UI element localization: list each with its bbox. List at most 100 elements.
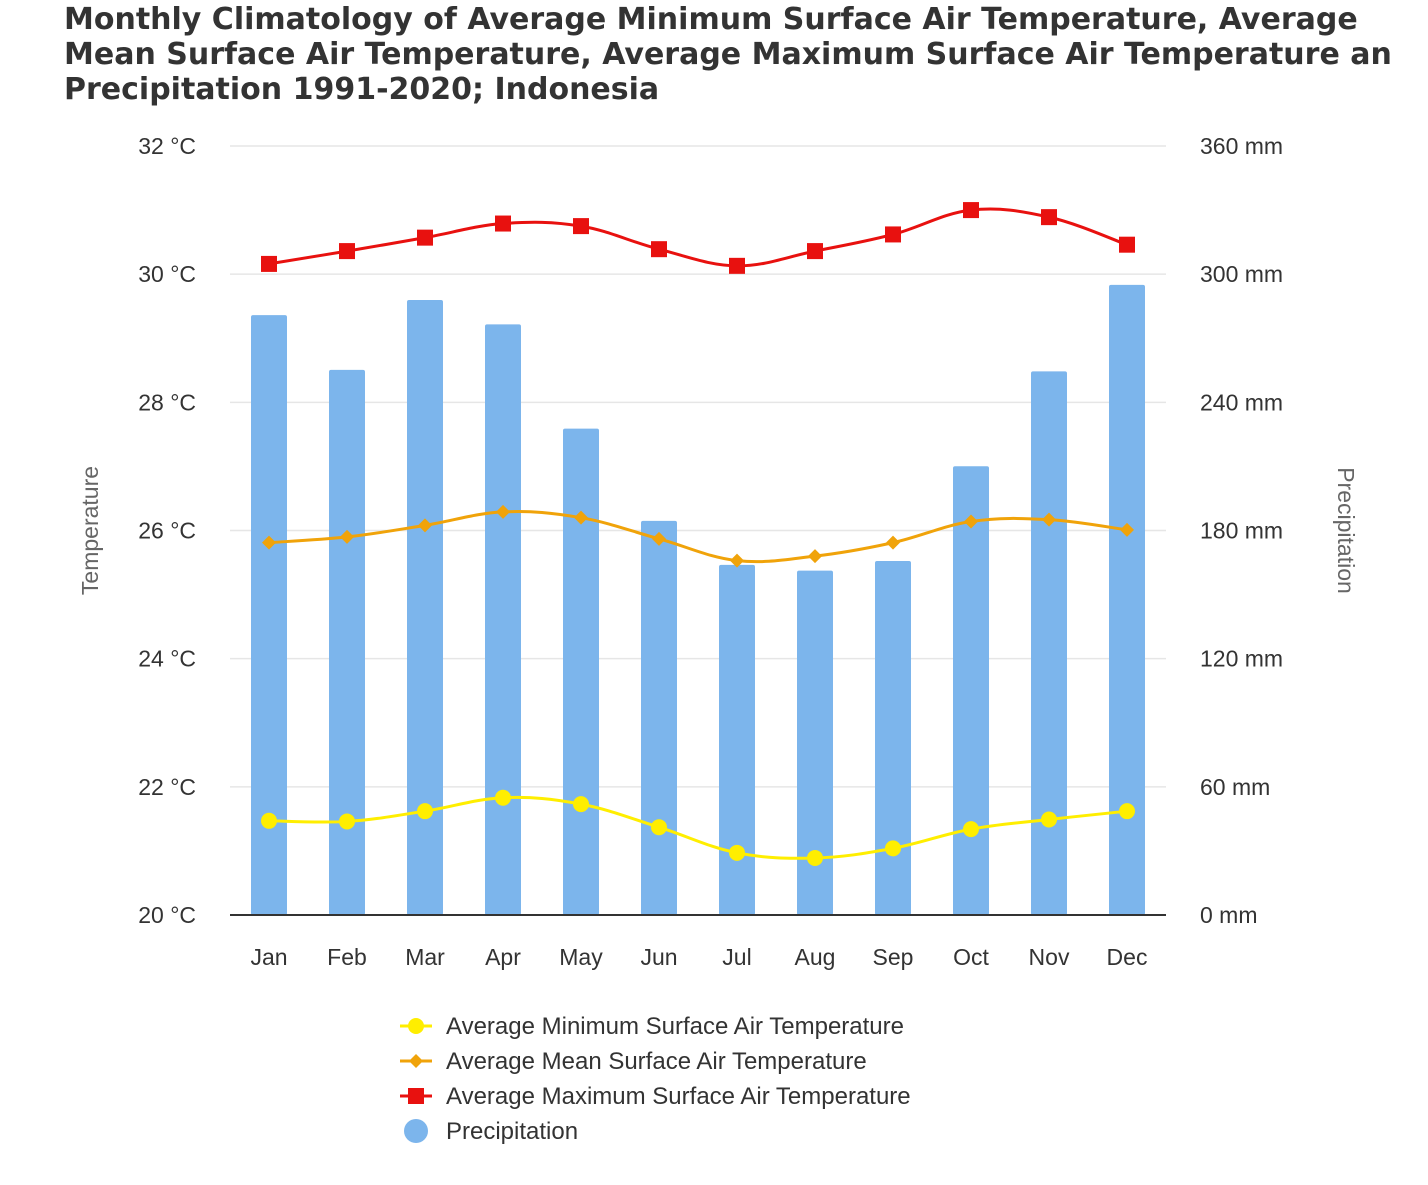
legend-marker-symbol[interactable] — [409, 1054, 423, 1068]
legend-marker-symbol[interactable] — [408, 1018, 424, 1034]
legend-item[interactable]: Precipitation — [404, 1118, 578, 1145]
temperature-point[interactable] — [964, 514, 978, 529]
legend-label: Precipitation — [446, 1118, 578, 1145]
temperature-point[interactable] — [339, 243, 355, 260]
x-tick-label: Oct — [953, 944, 989, 970]
temperature-point[interactable] — [417, 229, 433, 246]
precipitation-bar[interactable] — [563, 428, 599, 915]
temperature-point[interactable] — [729, 844, 745, 861]
y-left-tick-label: 24 °C — [138, 646, 196, 672]
y-left-tick-label: 28 °C — [138, 389, 196, 415]
temperature-point[interactable] — [808, 549, 822, 564]
precipitation-bar[interactable] — [641, 520, 677, 915]
temperature-point[interactable] — [1119, 236, 1135, 253]
precipitation-bar[interactable] — [875, 561, 911, 915]
precipitation-bar[interactable] — [407, 300, 443, 915]
x-tick-label: Jun — [640, 944, 677, 970]
temperature-point[interactable] — [807, 849, 823, 866]
legend: Average Minimum Surface Air Temperature A… — [400, 1013, 911, 1145]
temperature-series-line — [268, 510, 1128, 564]
temperature-point[interactable] — [1042, 512, 1056, 527]
y-right-axis-title: Precipitation — [1333, 467, 1359, 594]
temperature-point[interactable] — [652, 531, 666, 546]
temperature-point[interactable] — [730, 553, 744, 568]
x-tick-label: Nov — [1029, 944, 1070, 970]
temperature-point[interactable] — [1119, 803, 1135, 820]
temperature-point[interactable] — [573, 218, 589, 235]
temperature-point[interactable] — [495, 789, 511, 806]
y-left-tick-label: 22 °C — [138, 774, 196, 800]
temperature-point[interactable] — [573, 796, 589, 813]
y-right-tick-label: 120 mm — [1200, 646, 1283, 672]
precipitation-bar[interactable] — [719, 564, 755, 915]
temperature-point[interactable] — [807, 243, 823, 260]
precipitation-bar[interactable] — [1109, 284, 1145, 915]
temperature-point[interactable] — [963, 821, 979, 838]
temperature-point[interactable] — [729, 257, 745, 274]
x-tick-label: Jan — [250, 944, 287, 970]
temperature-point[interactable] — [885, 226, 901, 243]
temperature-point[interactable] — [1041, 811, 1057, 828]
temperature-series-line — [268, 207, 1128, 268]
legend-item[interactable]: Average Mean Surface Air Temperature — [400, 1048, 867, 1075]
legend-item[interactable]: Average Maximum Surface Air Temperature — [400, 1083, 911, 1110]
legend-circle-symbol — [404, 1119, 428, 1143]
y-left-axis-title: Temperature — [77, 466, 103, 595]
temperature-point[interactable] — [574, 510, 588, 525]
precipitation-bar[interactable] — [797, 570, 833, 915]
y-left-tick-label: 26 °C — [138, 518, 196, 544]
chart-title-line-2: Mean Surface Air Temperature, Average Ma… — [64, 37, 1390, 72]
temperature-point[interactable] — [495, 215, 511, 232]
temperature-point[interactable] — [340, 529, 354, 544]
y-right-tick-label: 0 mm — [1200, 902, 1258, 928]
legend-label: Average Mean Surface Air Temperature — [446, 1048, 867, 1075]
gridlines — [230, 145, 1166, 788]
temperature-point[interactable] — [651, 241, 667, 258]
y-right-tick-label: 360 mm — [1200, 133, 1283, 159]
temperature-point[interactable] — [261, 255, 277, 272]
legend-label: Average Minimum Surface Air Temperature — [446, 1013, 904, 1040]
y-left-tick-label: 20 °C — [138, 902, 196, 928]
chart-title-line-3: Precipitation 1991-2020; Indonesia — [64, 72, 660, 107]
precipitation-bar[interactable] — [251, 315, 287, 915]
x-tick-label: Dec — [1107, 944, 1148, 970]
precipitation-bar[interactable] — [485, 324, 521, 916]
temperature-series-line — [268, 795, 1128, 860]
temperature-point[interactable] — [1120, 522, 1134, 537]
precipitation-bar[interactable] — [329, 369, 365, 915]
temperature-point[interactable] — [885, 840, 901, 857]
precipitation-bars — [251, 284, 1145, 916]
temperature-point[interactable] — [417, 803, 433, 820]
y-right-tick-label: 60 mm — [1200, 774, 1270, 800]
temperature-point[interactable] — [496, 504, 510, 519]
x-tick-label: Mar — [405, 944, 445, 970]
y-right-tick-label: 180 mm — [1200, 518, 1283, 544]
temperature-point[interactable] — [1041, 209, 1057, 226]
y-right-tick-label: 300 mm — [1200, 261, 1283, 287]
x-tick-label: Feb — [327, 944, 367, 970]
x-tick-label: Sep — [873, 944, 914, 970]
temperature-point[interactable] — [261, 812, 277, 829]
x-tick-label: Apr — [485, 944, 521, 970]
legend-marker-symbol[interactable] — [408, 1088, 424, 1104]
precipitation-bar[interactable] — [953, 466, 989, 915]
temperature-lines — [261, 202, 1135, 866]
x-tick-label: May — [559, 944, 603, 970]
y-right-tick-label: 240 mm — [1200, 389, 1283, 415]
legend-label: Average Maximum Surface Air Temperature — [446, 1083, 911, 1110]
temperature-point[interactable] — [886, 535, 900, 550]
legend-item[interactable]: Average Minimum Surface Air Temperature — [400, 1013, 904, 1040]
y-left-tick-label: 30 °C — [138, 261, 196, 287]
temperature-point[interactable] — [651, 819, 667, 836]
temperature-point[interactable] — [262, 535, 276, 550]
temperature-point[interactable] — [418, 518, 432, 533]
y-left-tick-label: 32 °C — [138, 133, 196, 159]
x-tick-label: Aug — [795, 944, 836, 970]
chart-title-line-1: Monthly Climatology of Average Minimum S… — [64, 2, 1358, 37]
axes: 20 °C 0 mm 22 °C 60 mm 24 °C 120 mm 26 °C 180 m… — [77, 133, 1359, 970]
precipitation-bar[interactable] — [1031, 371, 1067, 915]
x-tick-label: Jul — [722, 944, 751, 970]
temperature-point[interactable] — [339, 813, 355, 830]
temperature-point[interactable] — [963, 202, 979, 219]
